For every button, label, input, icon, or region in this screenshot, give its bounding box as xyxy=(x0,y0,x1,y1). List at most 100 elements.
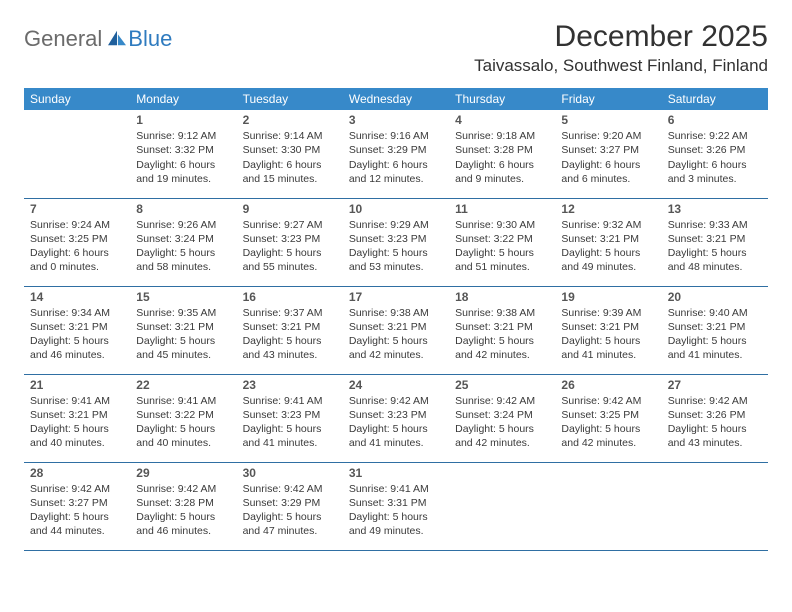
sunrise-line: Sunrise: 9:41 AM xyxy=(136,394,230,408)
day-number: 1 xyxy=(136,112,230,128)
sunset-line: Sunset: 3:21 PM xyxy=(455,320,549,334)
sunrise-line: Sunrise: 9:42 AM xyxy=(349,394,443,408)
sunrise-line: Sunrise: 9:27 AM xyxy=(243,218,337,232)
sunrise-line: Sunrise: 9:29 AM xyxy=(349,218,443,232)
weekday-header: Monday xyxy=(130,88,236,110)
sunset-line: Sunset: 3:30 PM xyxy=(243,143,337,157)
calendar-cell: 22Sunrise: 9:41 AMSunset: 3:22 PMDayligh… xyxy=(130,374,236,462)
sunrise-line: Sunrise: 9:42 AM xyxy=(455,394,549,408)
calendar-cell: 17Sunrise: 9:38 AMSunset: 3:21 PMDayligh… xyxy=(343,286,449,374)
sunrise-line: Sunrise: 9:37 AM xyxy=(243,306,337,320)
daylight-line: Daylight: 5 hours and 45 minutes. xyxy=(136,334,230,362)
daylight-line: Daylight: 5 hours and 49 minutes. xyxy=(349,510,443,538)
sunset-line: Sunset: 3:23 PM xyxy=(243,232,337,246)
sunrise-line: Sunrise: 9:42 AM xyxy=(243,482,337,496)
daylight-line: Daylight: 5 hours and 47 minutes. xyxy=(243,510,337,538)
calendar-row: 21Sunrise: 9:41 AMSunset: 3:21 PMDayligh… xyxy=(24,374,768,462)
sunset-line: Sunset: 3:21 PM xyxy=(561,232,655,246)
sunrise-line: Sunrise: 9:38 AM xyxy=(455,306,549,320)
calendar-cell: 20Sunrise: 9:40 AMSunset: 3:21 PMDayligh… xyxy=(662,286,768,374)
sunset-line: Sunset: 3:22 PM xyxy=(136,408,230,422)
day-number: 21 xyxy=(30,377,124,393)
calendar-cell xyxy=(555,462,661,550)
sunrise-line: Sunrise: 9:39 AM xyxy=(561,306,655,320)
day-number: 13 xyxy=(668,201,762,217)
calendar-cell: 26Sunrise: 9:42 AMSunset: 3:25 PMDayligh… xyxy=(555,374,661,462)
sunset-line: Sunset: 3:22 PM xyxy=(455,232,549,246)
sunrise-line: Sunrise: 9:14 AM xyxy=(243,129,337,143)
daylight-line: Daylight: 6 hours and 9 minutes. xyxy=(455,158,549,186)
daylight-line: Daylight: 5 hours and 49 minutes. xyxy=(561,246,655,274)
day-number: 26 xyxy=(561,377,655,393)
daylight-line: Daylight: 5 hours and 42 minutes. xyxy=(349,334,443,362)
sunset-line: Sunset: 3:21 PM xyxy=(668,232,762,246)
daylight-line: Daylight: 5 hours and 41 minutes. xyxy=(349,422,443,450)
day-number: 8 xyxy=(136,201,230,217)
day-number: 17 xyxy=(349,289,443,305)
calendar-body: 1Sunrise: 9:12 AMSunset: 3:32 PMDaylight… xyxy=(24,110,768,550)
daylight-line: Daylight: 6 hours and 15 minutes. xyxy=(243,158,337,186)
weekday-header: Saturday xyxy=(662,88,768,110)
daylight-line: Daylight: 6 hours and 19 minutes. xyxy=(136,158,230,186)
weekday-header-row: Sunday Monday Tuesday Wednesday Thursday… xyxy=(24,88,768,110)
sunrise-line: Sunrise: 9:33 AM xyxy=(668,218,762,232)
day-number: 30 xyxy=(243,465,337,481)
sunrise-line: Sunrise: 9:26 AM xyxy=(136,218,230,232)
daylight-line: Daylight: 5 hours and 42 minutes. xyxy=(455,422,549,450)
calendar-cell: 19Sunrise: 9:39 AMSunset: 3:21 PMDayligh… xyxy=(555,286,661,374)
sunset-line: Sunset: 3:23 PM xyxy=(349,408,443,422)
day-number: 31 xyxy=(349,465,443,481)
weekday-header: Thursday xyxy=(449,88,555,110)
calendar-cell: 12Sunrise: 9:32 AMSunset: 3:21 PMDayligh… xyxy=(555,198,661,286)
sunrise-line: Sunrise: 9:41 AM xyxy=(243,394,337,408)
day-number: 19 xyxy=(561,289,655,305)
daylight-line: Daylight: 5 hours and 40 minutes. xyxy=(30,422,124,450)
day-number: 9 xyxy=(243,201,337,217)
calendar-cell: 30Sunrise: 9:42 AMSunset: 3:29 PMDayligh… xyxy=(237,462,343,550)
sunrise-line: Sunrise: 9:12 AM xyxy=(136,129,230,143)
day-number: 15 xyxy=(136,289,230,305)
weekday-header: Sunday xyxy=(24,88,130,110)
sunrise-line: Sunrise: 9:42 AM xyxy=(136,482,230,496)
daylight-line: Daylight: 6 hours and 0 minutes. xyxy=(30,246,124,274)
sunset-line: Sunset: 3:29 PM xyxy=(243,496,337,510)
calendar-cell: 24Sunrise: 9:42 AMSunset: 3:23 PMDayligh… xyxy=(343,374,449,462)
daylight-line: Daylight: 5 hours and 55 minutes. xyxy=(243,246,337,274)
sunset-line: Sunset: 3:23 PM xyxy=(243,408,337,422)
sunset-line: Sunset: 3:21 PM xyxy=(668,320,762,334)
sunset-line: Sunset: 3:29 PM xyxy=(349,143,443,157)
logo: General Blue xyxy=(24,26,172,52)
sunrise-line: Sunrise: 9:40 AM xyxy=(668,306,762,320)
sunset-line: Sunset: 3:28 PM xyxy=(136,496,230,510)
calendar-cell: 2Sunrise: 9:14 AMSunset: 3:30 PMDaylight… xyxy=(237,110,343,198)
calendar-cell: 5Sunrise: 9:20 AMSunset: 3:27 PMDaylight… xyxy=(555,110,661,198)
sunset-line: Sunset: 3:21 PM xyxy=(243,320,337,334)
sunrise-line: Sunrise: 9:41 AM xyxy=(30,394,124,408)
calendar-cell: 27Sunrise: 9:42 AMSunset: 3:26 PMDayligh… xyxy=(662,374,768,462)
sunrise-line: Sunrise: 9:38 AM xyxy=(349,306,443,320)
sunset-line: Sunset: 3:27 PM xyxy=(561,143,655,157)
calendar-cell: 18Sunrise: 9:38 AMSunset: 3:21 PMDayligh… xyxy=(449,286,555,374)
sunset-line: Sunset: 3:23 PM xyxy=(349,232,443,246)
calendar-cell: 28Sunrise: 9:42 AMSunset: 3:27 PMDayligh… xyxy=(24,462,130,550)
daylight-line: Daylight: 5 hours and 51 minutes. xyxy=(455,246,549,274)
calendar-cell: 29Sunrise: 9:42 AMSunset: 3:28 PMDayligh… xyxy=(130,462,236,550)
weekday-header: Wednesday xyxy=(343,88,449,110)
day-number: 14 xyxy=(30,289,124,305)
daylight-line: Daylight: 5 hours and 48 minutes. xyxy=(668,246,762,274)
daylight-line: Daylight: 5 hours and 41 minutes. xyxy=(561,334,655,362)
sunset-line: Sunset: 3:21 PM xyxy=(30,408,124,422)
daylight-line: Daylight: 5 hours and 43 minutes. xyxy=(243,334,337,362)
title-block: December 2025 Taivassalo, Southwest Finl… xyxy=(474,20,768,76)
daylight-line: Daylight: 5 hours and 46 minutes. xyxy=(30,334,124,362)
daylight-line: Daylight: 5 hours and 42 minutes. xyxy=(455,334,549,362)
sunrise-line: Sunrise: 9:42 AM xyxy=(561,394,655,408)
calendar-cell: 11Sunrise: 9:30 AMSunset: 3:22 PMDayligh… xyxy=(449,198,555,286)
calendar-page: General Blue December 2025 Taivassalo, S… xyxy=(0,0,792,571)
sunset-line: Sunset: 3:25 PM xyxy=(30,232,124,246)
sunset-line: Sunset: 3:26 PM xyxy=(668,143,762,157)
day-number: 11 xyxy=(455,201,549,217)
sunset-line: Sunset: 3:26 PM xyxy=(668,408,762,422)
sunrise-line: Sunrise: 9:20 AM xyxy=(561,129,655,143)
calendar-cell: 3Sunrise: 9:16 AMSunset: 3:29 PMDaylight… xyxy=(343,110,449,198)
